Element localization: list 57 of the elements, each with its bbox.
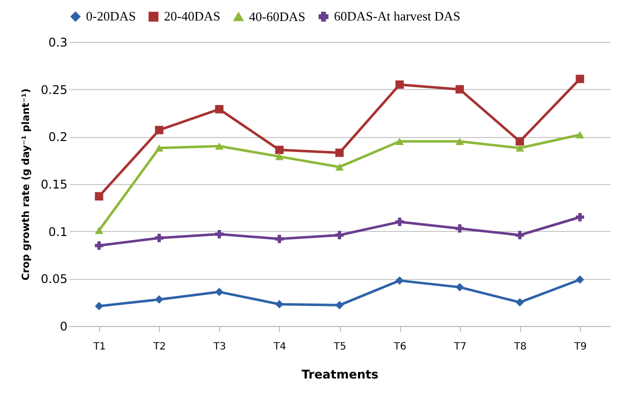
point xyxy=(335,163,344,171)
x-axis-title: Treatments xyxy=(302,368,378,382)
point xyxy=(275,146,284,154)
x-tick-label: T4 xyxy=(272,342,286,352)
x-tick-label: T7 xyxy=(452,342,466,352)
point xyxy=(335,230,344,240)
point xyxy=(94,302,104,310)
legend-label: 60DAS-At harvest DAS xyxy=(334,8,460,24)
x-tick-label: T2 xyxy=(152,342,166,352)
x-tick-label: T8 xyxy=(513,342,527,352)
point xyxy=(516,144,524,152)
point xyxy=(456,283,464,292)
y-tick-label: 0.05 xyxy=(40,272,68,286)
y-axis-title: Crop growth rate (g day⁻¹ plant⁻¹) xyxy=(20,88,32,281)
point xyxy=(154,295,164,304)
point xyxy=(395,276,404,285)
point xyxy=(516,230,524,240)
x-tick-label: T5 xyxy=(332,342,346,352)
point xyxy=(576,74,584,84)
point xyxy=(456,85,464,94)
y-tick-label: 0.1 xyxy=(48,224,68,239)
point xyxy=(215,142,224,150)
point xyxy=(154,234,164,242)
point xyxy=(215,288,224,296)
x-tick-label: T1 xyxy=(92,342,106,352)
point xyxy=(215,105,224,114)
point xyxy=(335,300,344,310)
point xyxy=(335,148,344,157)
point xyxy=(456,138,464,146)
y-tick-label: 0 xyxy=(60,320,68,334)
x-tick-label: T9 xyxy=(573,342,587,352)
point xyxy=(516,298,524,307)
point xyxy=(94,226,104,234)
point xyxy=(154,144,164,152)
y-tick-label: 0.15 xyxy=(40,178,68,192)
point xyxy=(395,218,404,226)
y-tick-label: 0.3 xyxy=(48,36,68,50)
point xyxy=(275,300,284,308)
point xyxy=(275,234,284,244)
y-tick-label: 0.2 xyxy=(48,130,68,144)
y-tick-label: 0.25 xyxy=(40,82,68,97)
point xyxy=(154,126,164,134)
point xyxy=(215,230,224,238)
point xyxy=(94,192,104,200)
point xyxy=(275,152,284,160)
point xyxy=(395,80,404,89)
legend-label: 0-20DAS xyxy=(86,8,136,24)
point xyxy=(395,138,404,146)
x-tick-label: T3 xyxy=(212,342,226,352)
point xyxy=(516,137,524,146)
point xyxy=(576,212,584,222)
point xyxy=(576,131,584,138)
point xyxy=(456,224,464,233)
legend-label: 40-60DAS xyxy=(249,8,306,24)
legend-label: 20-40DAS xyxy=(164,8,220,24)
point xyxy=(576,275,584,284)
x-tick-label: T6 xyxy=(392,342,406,352)
